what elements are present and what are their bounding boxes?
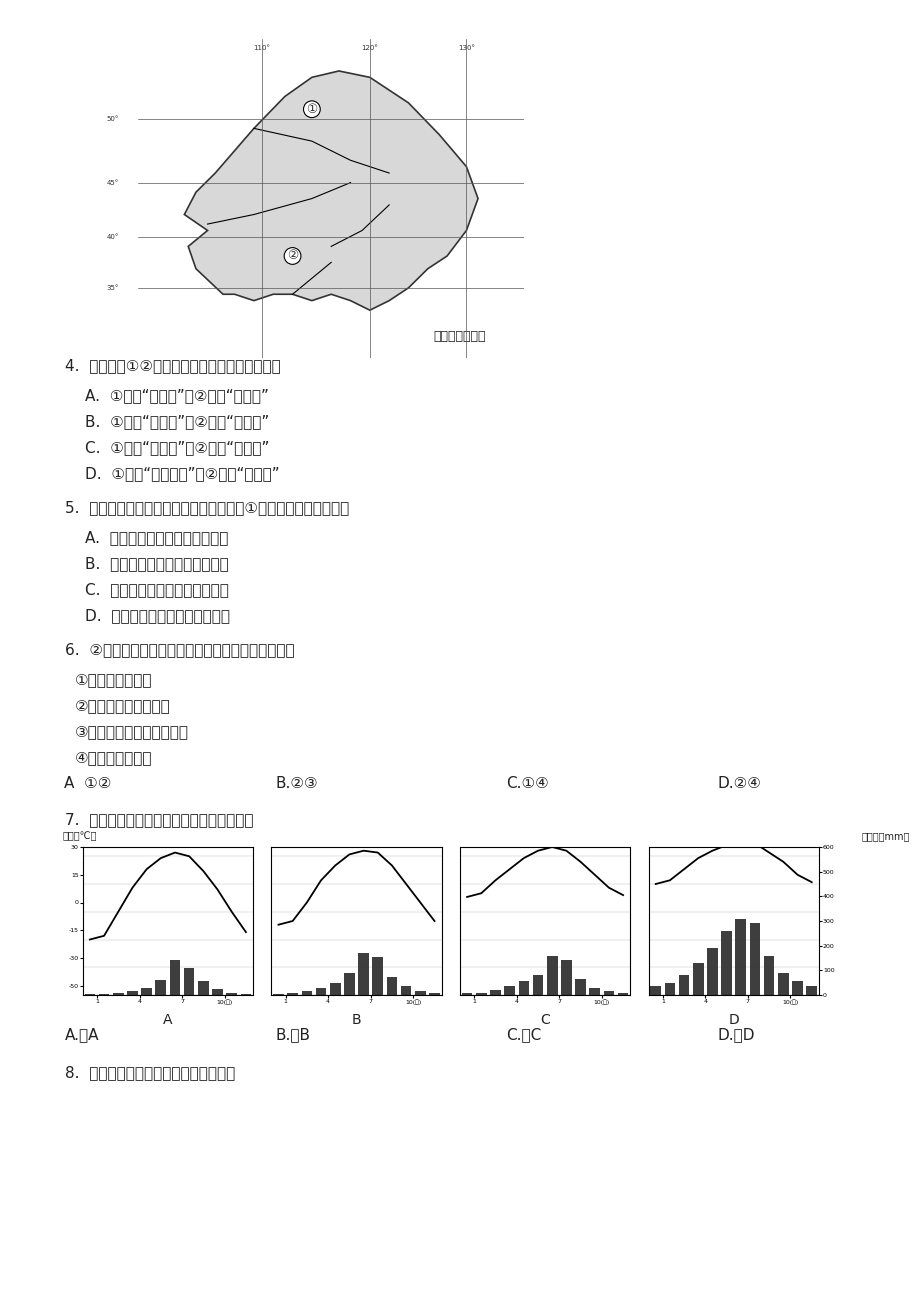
Bar (414, 991, 425, 995)
Bar (749, 923, 759, 995)
Polygon shape (184, 70, 478, 310)
Bar (386, 976, 397, 995)
Text: 8.  关于下图景观的叙述不正确的一项是: 8. 关于下图景观的叙述不正确的一项是 (65, 1065, 235, 1079)
Bar (518, 982, 528, 995)
Text: D: D (728, 1013, 738, 1027)
Text: A.  房顶坡度小，墙体厘、窗户大: A. 房顶坡度小，墙体厘、窗户大 (85, 530, 228, 546)
Bar (475, 992, 486, 995)
Bar (330, 983, 340, 995)
Text: 130°: 130° (458, 46, 474, 52)
Bar (707, 948, 717, 995)
Text: A: A (163, 1013, 173, 1027)
Bar (720, 931, 732, 995)
Bar (546, 956, 557, 995)
Text: B: B (351, 1013, 361, 1027)
Bar (429, 993, 439, 995)
Bar (734, 918, 745, 995)
Bar (155, 980, 166, 995)
Bar (589, 988, 599, 995)
Bar (372, 957, 382, 995)
Bar (490, 990, 500, 995)
Text: C.①④: C.①④ (505, 776, 548, 792)
Text: 5.  传统民居与当地自然环境的关系密切，①地区的传统民居特点是: 5. 传统民居与当地自然环境的关系密切，①地区的传统民居特点是 (65, 500, 349, 516)
Bar (664, 983, 675, 995)
Text: 50°: 50° (107, 116, 119, 122)
Text: 6.  ②地主产的水果是苹果，该地区具有的自然优势是: 6. ②地主产的水果是苹果，该地区具有的自然优势是 (65, 642, 294, 658)
Bar (763, 956, 774, 995)
Text: A  ①②: A ①② (64, 776, 111, 792)
Bar (574, 979, 585, 995)
Bar (791, 982, 802, 995)
Text: 120°: 120° (361, 46, 378, 52)
Bar (184, 967, 194, 995)
Text: A.　A: A. A (64, 1027, 99, 1042)
Bar (777, 973, 788, 995)
Text: ②: ② (287, 250, 298, 263)
Bar (344, 973, 355, 995)
Text: C.  ①地是“黑土地”，②地是“黄土地”: C. ①地是“黑土地”，②地是“黄土地” (85, 440, 269, 454)
Text: 40°: 40° (107, 234, 119, 240)
Bar (532, 975, 543, 995)
Text: ①冬季受低温冻害: ①冬季受低温冻害 (75, 672, 153, 687)
Text: A.  ①地为“暖温带”，②地为“寒温带”: A. ①地为“暖温带”，②地为“寒温带” (85, 388, 268, 404)
Bar (198, 982, 209, 995)
Text: ②夏季气温高、降水多: ②夏季气温高、降水多 (75, 698, 171, 713)
Text: B.　B: B. B (276, 1027, 311, 1042)
Text: B.  房顶坡度小，墙体薄、窗户小: B. 房顶坡度小，墙体薄、窗户小 (85, 556, 229, 572)
Bar (618, 993, 628, 995)
Text: 降水量（mm）: 降水量（mm） (861, 831, 909, 841)
Text: B.②③: B.②③ (276, 776, 318, 792)
Text: D.　D: D. D (717, 1027, 754, 1042)
Text: D.  ①地属“半湿润区”，②地属“湿润区”: D. ①地属“半湿润区”，②地属“湿润区” (85, 466, 279, 480)
Text: D.②④: D.②④ (717, 776, 761, 792)
Bar (561, 961, 571, 995)
Text: D.  房顶坡度大，墙体薄、窗户大: D. 房顶坡度大，墙体薄、窗户大 (85, 608, 230, 622)
Bar (226, 993, 237, 995)
Text: 7.  下列符合北京气温和降水的气候类型图是: 7. 下列符合北京气温和降水的气候类型图是 (65, 812, 254, 827)
Bar (315, 988, 326, 995)
Bar (127, 991, 138, 995)
Bar (401, 987, 411, 995)
Bar (650, 987, 660, 995)
Bar (212, 988, 222, 995)
Bar (301, 991, 312, 995)
Bar (504, 987, 515, 995)
Bar (287, 993, 298, 995)
Text: ③土壤肥沃，有机质含量高: ③土壤肥沃，有机质含量高 (75, 724, 188, 740)
Bar (806, 987, 816, 995)
Bar (113, 993, 123, 995)
Text: B.  ①地种“冬小麦”，②地种“春小麦”: B. ①地种“冬小麦”，②地种“春小麦” (85, 414, 269, 428)
Text: 35°: 35° (107, 285, 119, 290)
Text: C.　C: C. C (505, 1027, 540, 1042)
Text: 4.  下列关于①②两地地理差异的叙述，正确的是: 4. 下列关于①②两地地理差异的叙述，正确的是 (65, 358, 280, 372)
Text: C.  房顶坡度大，墙体厘、窗户小: C. 房顶坡度大，墙体厘、窗户小 (85, 582, 229, 598)
Text: 北方地区轮廓图: 北方地区轮廓图 (433, 329, 486, 342)
Text: C: C (539, 1013, 550, 1027)
Text: ①: ① (306, 103, 317, 116)
Text: 45°: 45° (107, 180, 119, 186)
Bar (169, 961, 180, 995)
Text: ④劳动力成本较低: ④劳动力成本较低 (75, 750, 153, 766)
Bar (678, 975, 688, 995)
Bar (142, 988, 152, 995)
Bar (603, 991, 614, 995)
Bar (461, 993, 471, 995)
Text: 110°: 110° (253, 46, 270, 52)
Text: 气温（℃）: 气温（℃） (62, 831, 97, 841)
Bar (357, 953, 369, 995)
Bar (692, 963, 703, 995)
